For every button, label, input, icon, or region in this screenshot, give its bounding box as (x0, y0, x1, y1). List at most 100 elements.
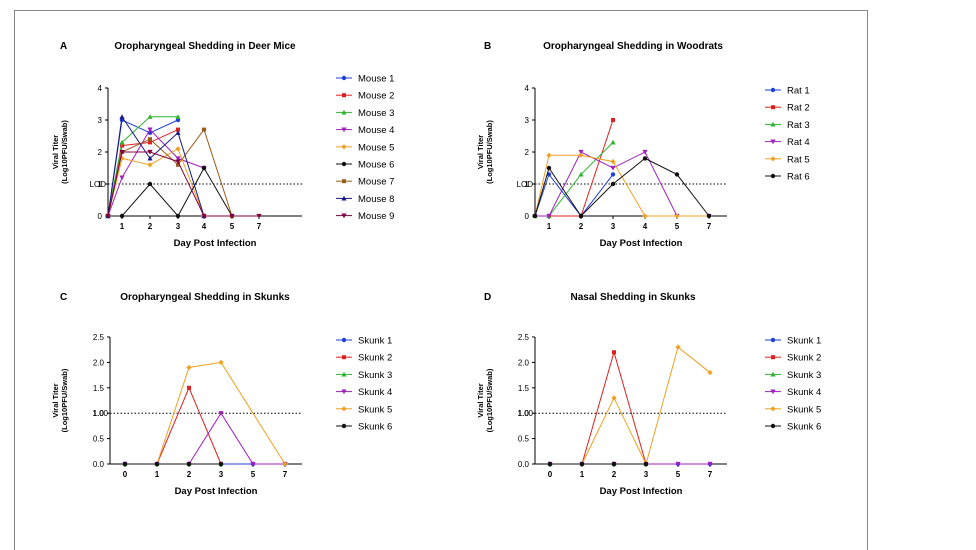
y-axis-label: (Log10PFU/Swab) (485, 368, 494, 432)
panel-title: Nasal Shedding in Skunks (570, 292, 696, 303)
legend-label: Mouse 5 (358, 142, 394, 153)
legend-marker (770, 139, 776, 145)
x-tick-label: 2 (148, 222, 153, 231)
legend-item: Skunk 4 (336, 387, 392, 398)
x-tick-label: 3 (176, 222, 181, 231)
x-tick-label: 7 (707, 222, 712, 231)
data-point (229, 213, 235, 219)
data-point (201, 165, 207, 171)
x-axis-label: Day Post Infection (600, 486, 683, 497)
data-point (148, 137, 152, 142)
legend-marker (341, 195, 347, 201)
data-point (147, 162, 153, 168)
panel-label: C (60, 292, 68, 303)
data-point (119, 175, 125, 181)
legend-item: Mouse 3 (336, 108, 394, 119)
data-point (675, 461, 681, 467)
data-point (707, 461, 713, 467)
data-point (546, 165, 552, 171)
legend-label: Rat 4 (787, 137, 810, 148)
data-point (218, 461, 224, 467)
legend-label: Mouse 7 (358, 177, 394, 188)
legend-marker (341, 371, 347, 377)
x-axis-label: Day Post Infection (600, 238, 683, 249)
x-tick-label: 5 (676, 470, 681, 479)
legend-label: Rat 2 (787, 103, 810, 114)
legend-marker (342, 355, 346, 360)
data-point (643, 461, 649, 467)
data-point (119, 149, 125, 155)
data-point (218, 359, 224, 365)
legend-marker (770, 406, 776, 412)
legend-label: Mouse 8 (358, 194, 394, 205)
legend-marker (341, 389, 347, 395)
y-tick-label: 1.5 (518, 384, 530, 393)
data-point (119, 139, 125, 145)
y-tick-label: 0 (98, 212, 103, 221)
series-line (156, 361, 286, 465)
data-point (610, 172, 616, 177)
data-point (175, 146, 181, 152)
legend-item: Mouse 2 (336, 91, 394, 102)
data-point (707, 369, 713, 376)
data-point (147, 181, 153, 187)
legend-marker (341, 75, 347, 81)
legend-label: Skunk 5 (358, 404, 392, 415)
y-tick-label: 1.5 (93, 384, 105, 393)
x-tick-label: 2 (187, 470, 192, 479)
data-point (175, 117, 181, 123)
series-rat-1 (532, 172, 616, 219)
data-point (546, 152, 552, 158)
legend-marker (341, 144, 347, 150)
legend-item: Mouse 5 (336, 142, 394, 153)
legend-item: Skunk 1 (765, 336, 821, 347)
y-axis-label: (Log10PFU/Swab) (60, 120, 69, 184)
data-point (610, 165, 616, 171)
data-point (612, 350, 616, 355)
series-skunk-6 (122, 461, 224, 467)
legend-item: Skunk 5 (336, 404, 392, 415)
data-point (105, 213, 111, 219)
data-point (578, 171, 584, 177)
legend-label: Mouse 9 (358, 211, 394, 222)
series-line (108, 166, 233, 217)
legend-marker (341, 406, 347, 412)
series-line (535, 119, 614, 217)
legend-label: Rat 6 (787, 172, 810, 183)
data-point (148, 140, 152, 145)
data-point (578, 152, 584, 158)
x-tick-label: 5 (251, 470, 256, 479)
data-point (147, 149, 153, 155)
legend-label: Skunk 2 (358, 353, 392, 364)
x-axis-label: Day Post Infection (175, 486, 258, 497)
data-point (147, 155, 153, 161)
legend-item: Skunk 2 (336, 353, 392, 364)
y-tick-label: 0.0 (518, 460, 530, 469)
panel-title: Oropharyngeal Shedding in Deer Mice (114, 41, 296, 52)
legend-marker (770, 156, 776, 162)
legend-label: Skunk 5 (787, 404, 821, 415)
x-tick-label: 5 (675, 222, 680, 231)
data-point (120, 143, 124, 148)
series-skunk-4 (122, 411, 288, 467)
series-line (107, 116, 178, 217)
data-point (610, 181, 616, 187)
data-point (218, 411, 224, 416)
y-tick-label: 0.5 (518, 435, 530, 444)
lod-label: LOD (90, 180, 107, 189)
data-point (119, 213, 125, 219)
series-rat-2 (533, 118, 615, 218)
x-tick-label: 7 (257, 222, 262, 231)
y-axis-label: Viral Titer (51, 383, 60, 417)
data-point (176, 127, 180, 132)
legend-label: Skunk 3 (787, 370, 821, 381)
series-mouse-4 (105, 127, 207, 219)
legend-marker (771, 355, 775, 360)
x-tick-label: 4 (202, 222, 207, 231)
series-rat-6 (532, 156, 712, 219)
series-mouse-6 (105, 165, 235, 219)
y-axis-label: (Log10PFU/Swab) (485, 120, 494, 184)
legend-marker (770, 371, 776, 377)
data-point (175, 213, 181, 219)
